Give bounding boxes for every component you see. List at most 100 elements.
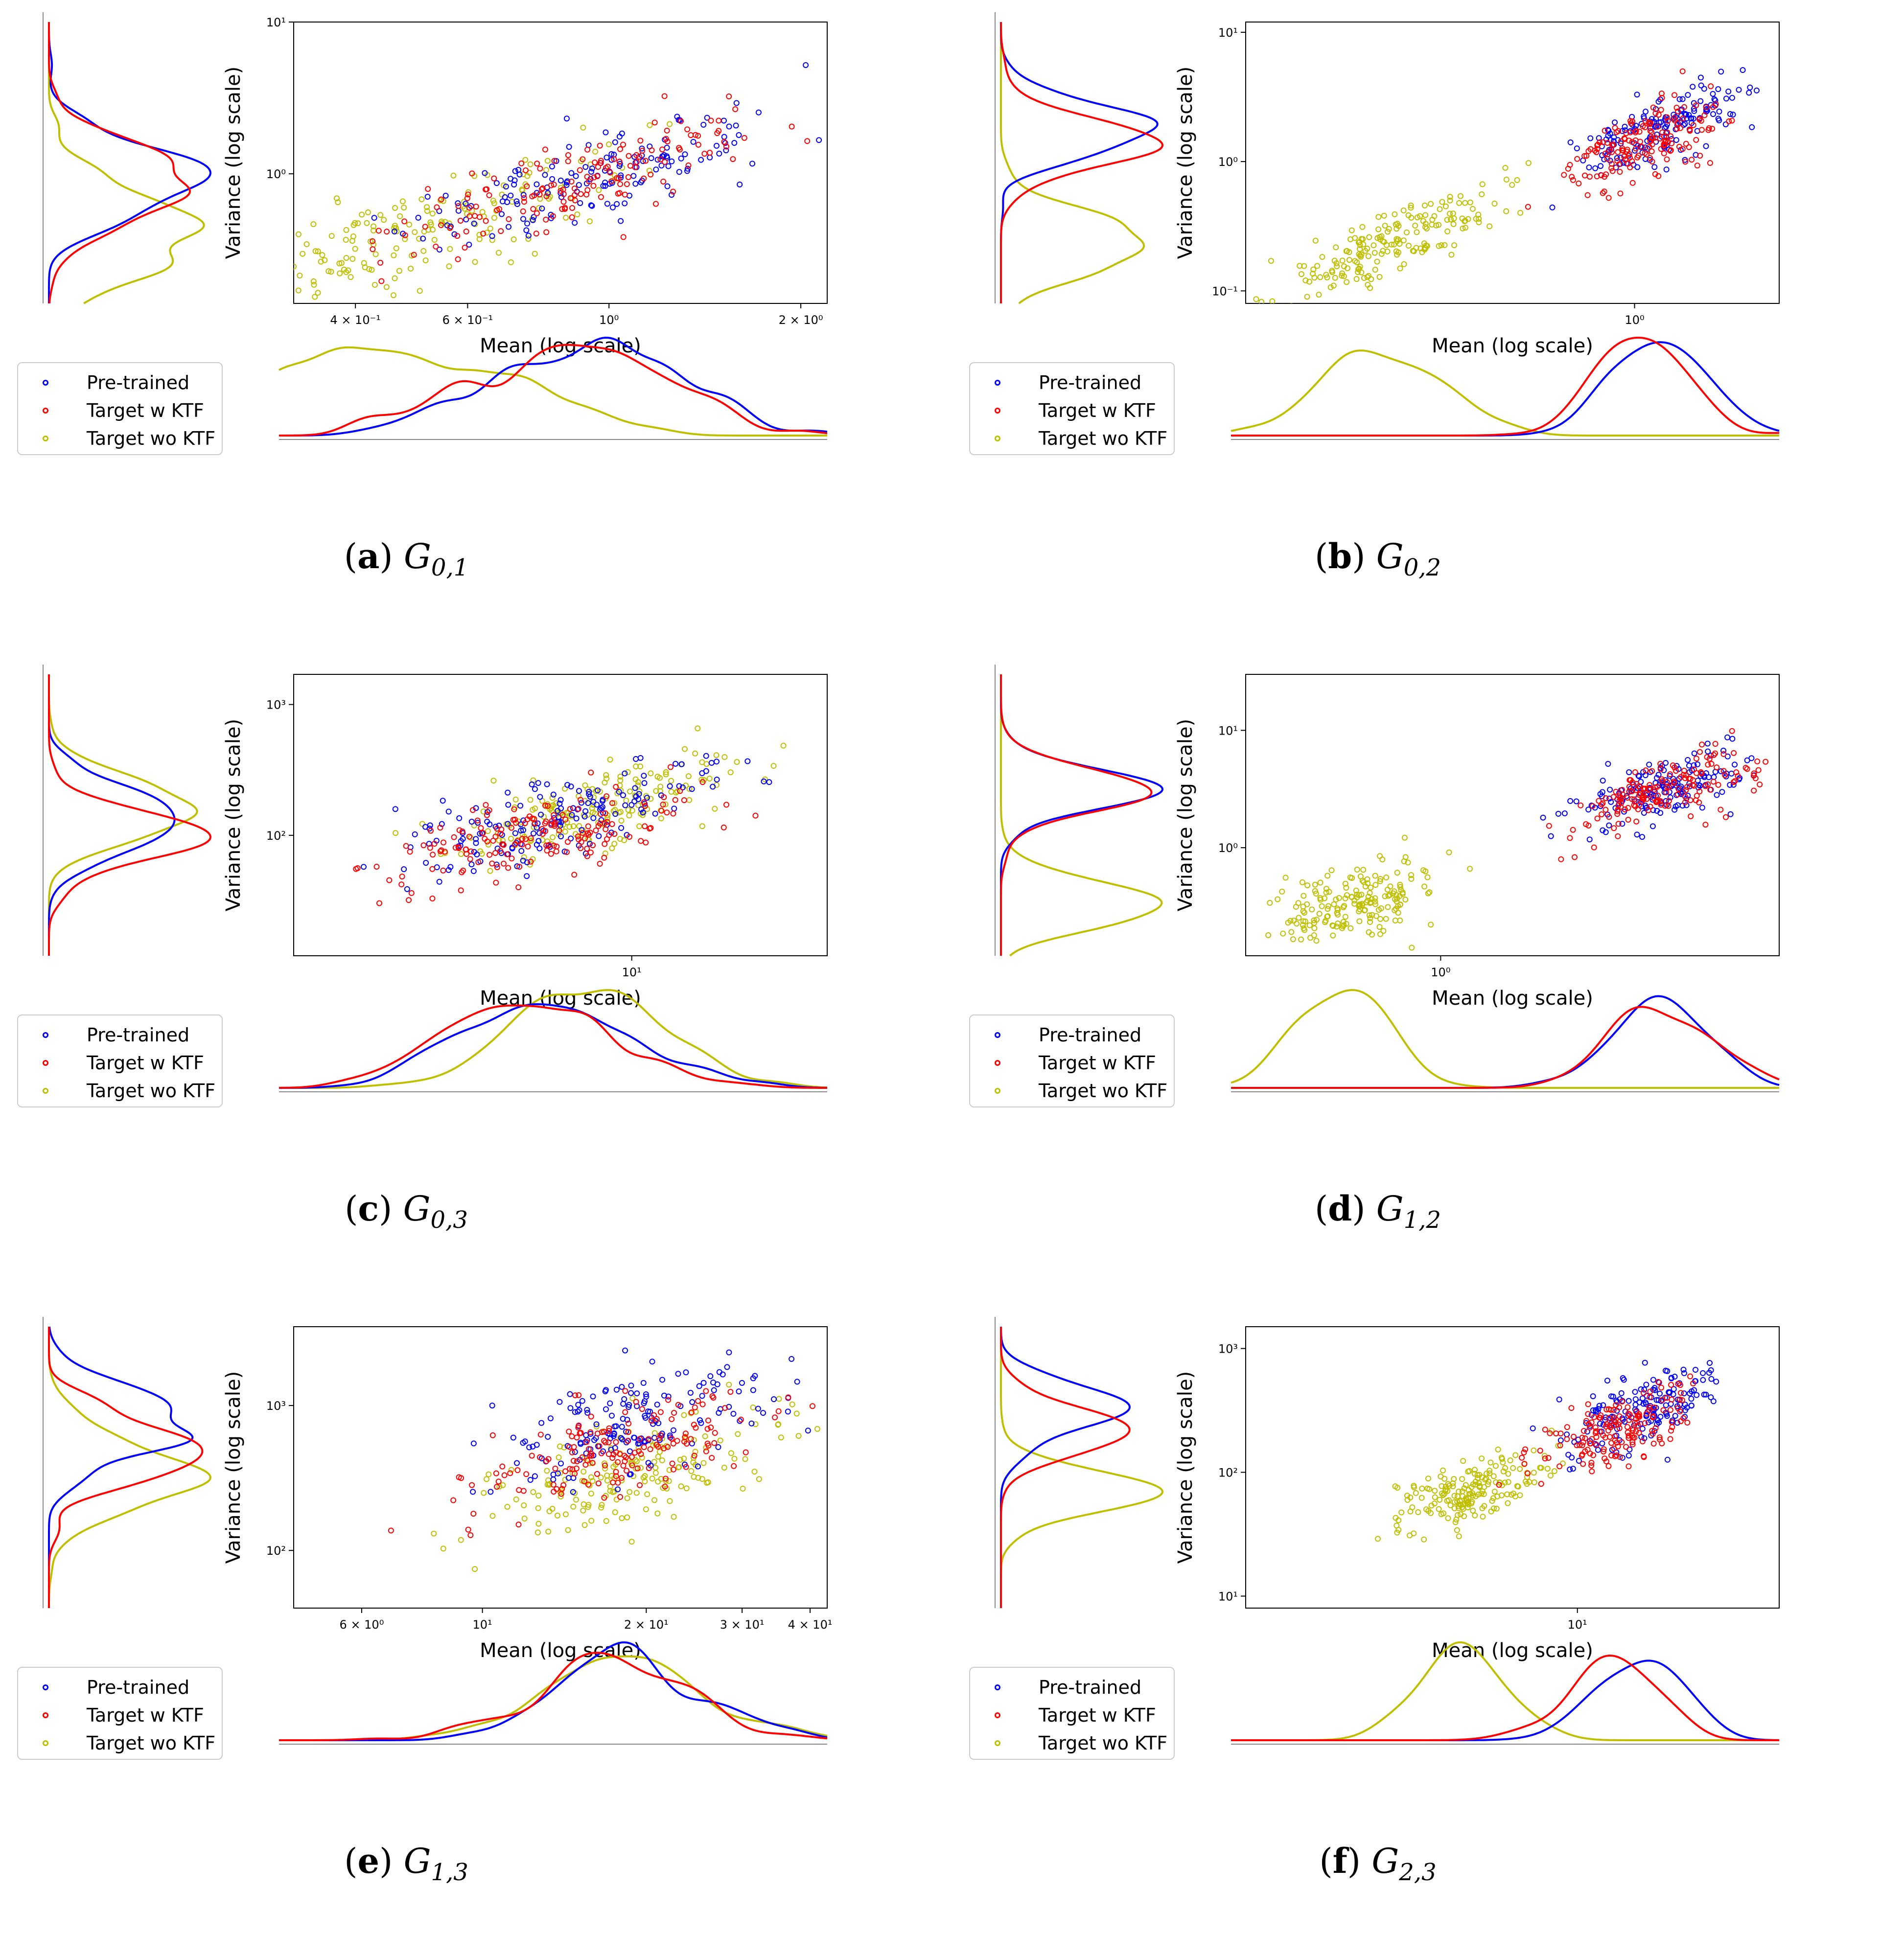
y-tick-label: 10¹ [1218,724,1238,737]
scatter-point [1419,1485,1425,1492]
scatter-point [535,838,542,844]
scatter-point [625,769,631,775]
scatter-point [1652,110,1659,116]
y-density-curve [48,22,212,303]
scatter-point [1632,769,1638,776]
scatter-point [1655,1379,1662,1385]
scatter-point [1649,129,1655,135]
scatter-point [1440,1510,1447,1517]
scatter-point [1751,770,1757,777]
scatter-point [1557,1430,1564,1437]
scatter-point [646,1436,652,1442]
scatter-point [1300,893,1307,899]
scatter-point [1636,1414,1643,1420]
scatter-point [1723,95,1729,102]
scatter-point [418,196,425,203]
scatter-point [661,93,668,99]
scatter-point [1625,1410,1631,1417]
scatter-point [519,841,525,848]
scatter-point [1663,1411,1670,1417]
scatter-point [1346,249,1352,255]
scatter-point [669,192,675,198]
scatter-point [634,1403,640,1409]
scatter-point [1342,914,1348,920]
scatter-point [604,201,610,207]
y-axis-label: Variance (log scale) [1174,67,1197,259]
scatter-point [598,1450,604,1456]
scatter-point [1672,806,1678,813]
scatter-point [1677,1396,1683,1403]
scatter-point [505,802,511,808]
scatter-point [573,1497,579,1503]
scatter-point [1261,318,1266,323]
scatter-point [465,1526,471,1533]
scatter-point [545,1434,551,1440]
scatter-point [549,795,556,801]
scatter-point [1408,205,1414,211]
scatter-point [1733,769,1740,776]
scatter-point [1376,924,1383,930]
scatter-point [1783,63,1788,68]
scatter-point [1382,893,1388,899]
scatter-point [1624,1424,1630,1430]
scatter-point [1623,1444,1629,1450]
scatter-point [624,1514,630,1520]
scatter-point [598,158,604,164]
scatter-point [602,1465,608,1472]
scatter-point [1690,1381,1696,1387]
scatter-point [1722,814,1729,820]
scatter-point [686,797,693,803]
scatter-point [434,204,440,210]
scatter-point [593,1423,600,1429]
scatter-point [623,797,629,804]
scatter-point [667,1432,673,1439]
scatter-point [682,151,688,158]
scatter-point [1596,135,1602,141]
scatter-point [640,809,646,816]
scatter-point [484,838,490,845]
scatter-point [598,817,604,823]
scatter-point [1612,1437,1618,1444]
scatter-point [1585,1401,1591,1407]
scatter-point [531,824,537,830]
scatter-point [736,1388,742,1395]
scatter-point [648,155,654,161]
scatter-point [1488,1508,1494,1515]
scatter-point [1599,811,1605,817]
scatter-point [1492,1463,1499,1469]
scatter-point [438,847,444,853]
legend-marker-icon [43,436,48,441]
scatter-point [343,237,349,243]
scatter-point [532,1473,538,1479]
scatter-point [661,152,667,158]
scatter-point [1658,802,1664,808]
scatter-point [1525,160,1532,166]
scatter-point [1454,1498,1461,1505]
scatter-point [613,1473,619,1479]
scatter-point [1701,112,1708,118]
scatter-point [518,848,525,854]
scatter-point [682,746,688,752]
scatter-point [598,1474,604,1481]
scatter-point [1333,897,1339,903]
scatter-point [1639,795,1646,802]
scatter-point [490,198,496,204]
scatter-point [457,218,464,224]
scatter-point [619,1474,625,1481]
scatter-point [1585,806,1592,813]
scatter-point [586,218,593,225]
scatter-point [1586,164,1592,171]
scatter-point [690,138,697,145]
scatter-point [577,200,583,206]
scatter-point [1618,1390,1625,1396]
scatter-point [328,269,334,275]
scatter-point [312,294,318,300]
scatter-point [1289,303,1294,308]
scatter-point [623,1439,629,1446]
scatter-point [658,807,665,814]
scatter-point [478,825,484,831]
scatter-point [1606,1415,1612,1421]
scatter-point [1486,1470,1493,1476]
scatter-point [281,230,286,235]
scatter-point [1301,927,1308,933]
